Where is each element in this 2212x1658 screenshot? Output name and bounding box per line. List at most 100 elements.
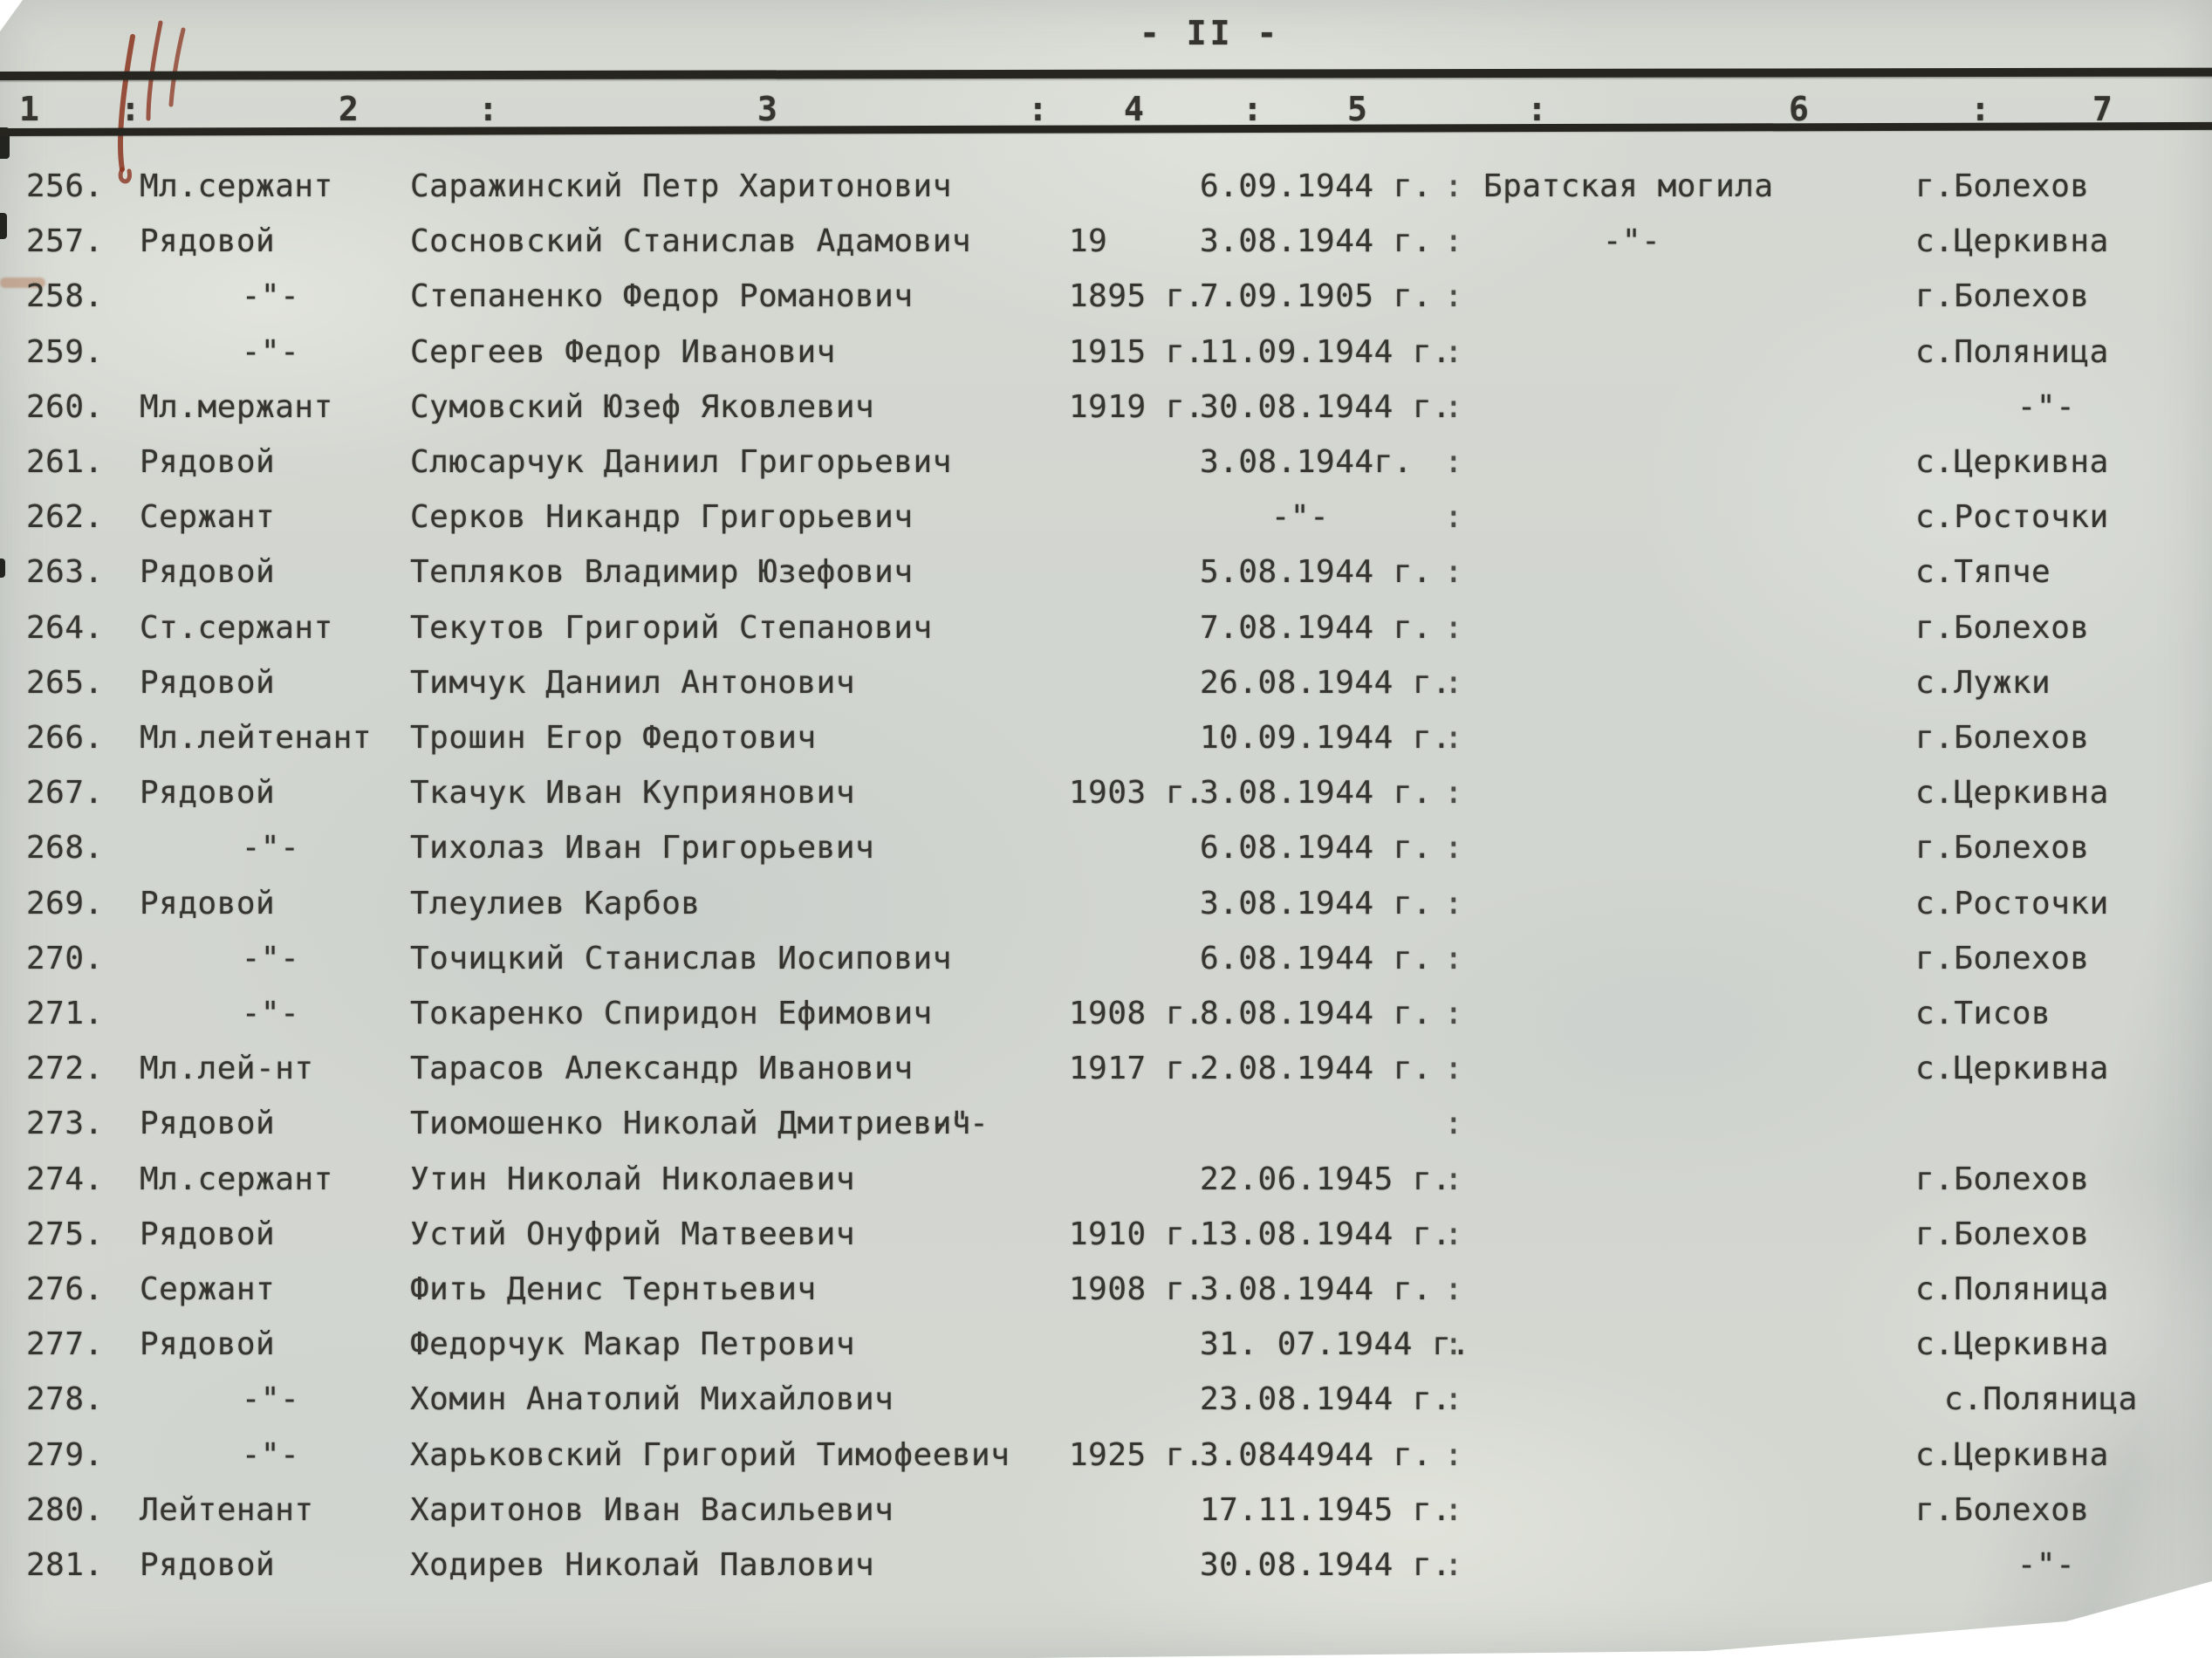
cell-death: 30.08.1944 г. (1200, 1547, 1452, 1583)
cell-num: 258. (26, 278, 104, 315)
table-row: 269. Рядовой Тлеулиев Карбов 3.08.1944 г. с.… (0, 885, 2212, 923)
cell-place: г.Болехов (1915, 830, 2090, 867)
cell-name: Слюсарчук Даниил Григорьевич (410, 444, 952, 480)
cell-rank: Рядовой (140, 1106, 276, 1142)
cell-place: с.Поляница (1915, 333, 2109, 370)
cell-name: Тарасов Александр Иванович (410, 1051, 914, 1087)
table-row: 263. Рядовой Тепляков Владимир Юзефович 5.0… (0, 553, 2212, 592)
cell-place: г.Болехов (1915, 1216, 2090, 1252)
cell-rank: -"- (241, 278, 300, 315)
table-row: 274. Мл.сержант Утин Николай Николаевич 22.… (0, 1161, 2212, 1199)
cell-rank: -"- (241, 1436, 300, 1473)
table-row: 280. Лейтенант Харитонов Иван Васильевич 17… (0, 1491, 2212, 1530)
cell-death: 7.09.1905 г. (1200, 278, 1433, 315)
cell-death: 3.08.1944 г. (1200, 1271, 1433, 1307)
table-row: 279. -"- Харьковский Григорий Тимофеевич 19… (0, 1436, 2212, 1475)
cell-burial: -"- (1602, 223, 1661, 260)
torn-edge-fragment (0, 213, 7, 239)
row-column-separator: : (1444, 1436, 1463, 1473)
cell-rank: -"- (241, 996, 300, 1031)
cell-rank: Лейтенант (140, 1491, 314, 1528)
cell-death: 2.08.1944 г. (1200, 1051, 1433, 1087)
cell-death: 6.08.1944 г. (1200, 940, 1433, 976)
cell-num: 273. (26, 1106, 104, 1142)
column-header-2: 2 (339, 90, 359, 128)
cell-num: 263. (26, 554, 104, 591)
cell-place: г.Болехов (1915, 1491, 2090, 1528)
row-column-separator: : (1444, 1326, 1463, 1363)
row-column-separator: : (1444, 940, 1463, 976)
row-column-separator: : (1444, 1051, 1463, 1087)
cell-burial: Братская могила (1483, 168, 1774, 204)
cell-name: Саражинский Петр Харитонович (410, 168, 952, 204)
table-row: 270. -"- Точицкий Станислав Иосипович 6.08.… (0, 940, 2212, 978)
cell-rank: Рядовой (140, 1326, 276, 1363)
cell-num: 265. (26, 664, 104, 701)
cell-num: 275. (26, 1216, 104, 1252)
cell-name: Токаренко Спиридон Ефимович (410, 996, 933, 1031)
cell-num: 266. (26, 720, 104, 756)
cell-place: с.Церкивна (1915, 1326, 2109, 1363)
cell-name: Тиомошенко Николай Дмитриевич (410, 1106, 972, 1142)
cell-rank: Мл.лей-нт (140, 1051, 314, 1087)
cell-death: 3.08.1944 г. (1200, 885, 1433, 921)
cell-rank: Ст.сержант (140, 609, 333, 646)
torn-edge-fragment (0, 127, 10, 159)
cell-num: 274. (26, 1161, 104, 1197)
cell-num: 277. (26, 1326, 104, 1363)
cell-name: Ткачук Иван Куприянович (410, 775, 855, 812)
cell-rank: Рядовой (140, 223, 276, 260)
row-column-separator: : (1444, 775, 1463, 812)
row-column-separator: : (1444, 554, 1463, 591)
cell-birth: 1908 г. (1069, 996, 1205, 1031)
cell-death: 11.09.1944 г. (1200, 333, 1452, 370)
cell-place: -"- (2017, 388, 2076, 425)
cell-place: с.Церкивна (1915, 444, 2109, 480)
cell-death: 22.06.1945 г. (1200, 1161, 1452, 1197)
cell-rank: Рядовой (140, 1547, 276, 1583)
row-column-separator: : (1444, 388, 1463, 425)
cell-place: с.Церкивна (1915, 1051, 2109, 1087)
cell-name: Сосновский Станислав Адамович (410, 223, 972, 260)
cell-rank: Рядовой (140, 1216, 276, 1252)
cell-place: с.Тяпче (1915, 554, 2051, 591)
row-column-separator: : (1444, 996, 1463, 1031)
cell-birth: 1895 г. (1069, 278, 1205, 315)
cell-birth: 19 (1069, 223, 1108, 260)
cell-place: с.Поляница (1915, 1271, 2109, 1307)
column-header-5: 5 (1347, 90, 1367, 128)
row-column-separator: : (1444, 830, 1463, 867)
header-separator: : (1028, 90, 1048, 128)
cell-death: 6.09.1944 г. (1200, 168, 1433, 204)
table-row: 275. Рядовой Устий Онуфрий Матвеевич 1910 г… (0, 1216, 2212, 1254)
cell-birth: 1903 г. (1069, 775, 1205, 812)
row-column-separator: : (1444, 720, 1463, 756)
cell-num: 280. (26, 1491, 104, 1528)
cell-rank: Сержант (140, 1271, 276, 1307)
table-row: 261. Рядовой Слюсарчук Даниил Григорьевич 3… (0, 443, 2212, 482)
table-row: 281. Рядовой Ходирев Николай Павлович 30.08… (0, 1546, 2212, 1585)
cell-name: Серков Никандр Григорьевич (410, 499, 914, 536)
cell-rank: Рядовой (140, 554, 276, 591)
row-column-separator: : (1444, 1216, 1463, 1252)
cell-name: Тимчук Даниил Антонович (410, 664, 855, 701)
row-column-separator: : (1444, 499, 1463, 536)
cell-death: 26.08.1944 г. (1200, 664, 1452, 701)
cell-place: г.Болехов (1915, 940, 2090, 976)
table-row: 259. -"- Сергеев Федор Иванович 1915 г. 11.0… (0, 333, 2212, 372)
cell-num: 272. (26, 1051, 104, 1087)
cell-place: с.Поляница (1944, 1381, 2138, 1418)
cell-name: Утин Николай Николаевич (410, 1161, 855, 1197)
cell-death: 3.0844944 г. (1200, 1436, 1433, 1473)
table-row: 260. Мл.мержант Сумовский Юзеф Яковлевич 19… (0, 388, 2212, 427)
cell-num: 271. (26, 996, 104, 1031)
table-row: 256. Мл.сержант Саражинский Петр Харитонов… (0, 168, 2212, 206)
row-column-separator: : (1444, 278, 1463, 315)
cell-name: Устий Онуфрий Матвеевич (410, 1216, 855, 1252)
row-column-separator: : (1444, 1271, 1463, 1307)
header-separator: : (1243, 90, 1263, 128)
cell-name: Степаненко Федор Романович (410, 278, 914, 315)
cell-death: 7.08.1944 г. (1200, 609, 1433, 646)
cell-place: с.Церкивна (1915, 775, 2109, 812)
cell-rank: Рядовой (140, 885, 276, 921)
